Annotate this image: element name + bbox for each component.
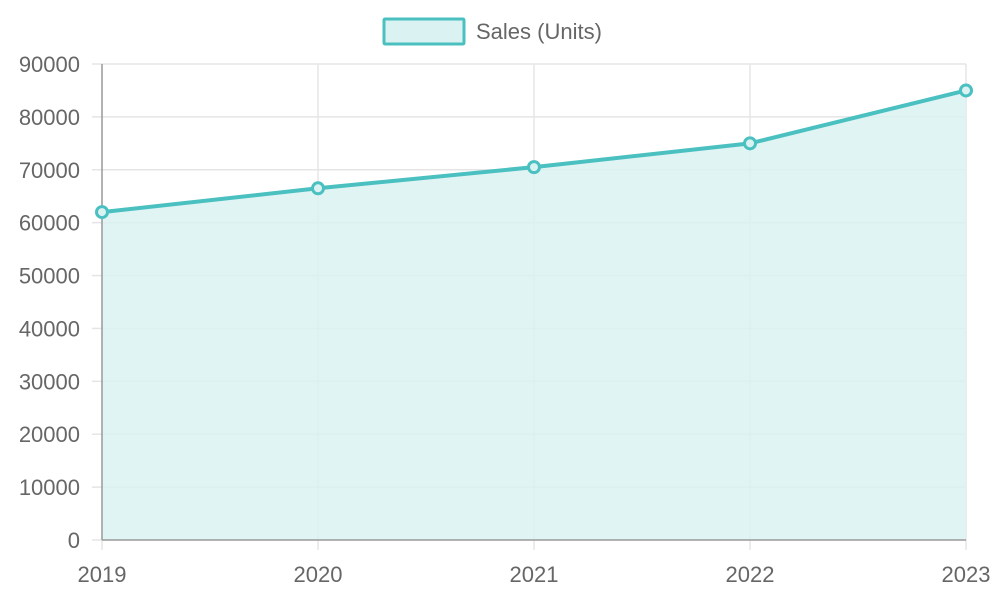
data-point-2021[interactable] [527, 160, 541, 175]
y-tick-label: 70000 [19, 158, 80, 183]
data-point-2022[interactable] [743, 136, 757, 151]
data-point-2023[interactable] [959, 83, 973, 98]
data-point-2019[interactable] [95, 205, 109, 220]
area-layer [102, 90, 966, 540]
y-tick-label: 0 [68, 528, 80, 553]
legend-swatch[interactable] [382, 17, 466, 46]
series-area-fill [102, 90, 966, 540]
y-tick-label: 50000 [19, 264, 80, 289]
x-tick-label: 2023 [942, 562, 991, 587]
y-tick-label: 20000 [19, 422, 80, 447]
x-tick-label: 2021 [510, 562, 559, 587]
x-tick-labels: 2019 2020 2021 2022 2023 [78, 562, 991, 587]
y-tick-label: 30000 [19, 369, 80, 394]
y-tick-label: 90000 [19, 52, 80, 77]
y-tick-label: 60000 [19, 211, 80, 236]
legend[interactable]: Sales (Units) [382, 17, 602, 46]
y-tick-label: 40000 [19, 316, 80, 341]
x-tick-label: 2020 [294, 562, 343, 587]
points-layer [95, 83, 973, 220]
axis-layer [101, 64, 966, 541]
legend-label[interactable]: Sales (Units) [476, 19, 602, 44]
x-tick-label: 2019 [78, 562, 127, 587]
y-tick-label: 10000 [19, 475, 80, 500]
x-tick-label: 2022 [726, 562, 775, 587]
y-tick-label: 80000 [19, 105, 80, 130]
y-tick-labels: 0 10000 20000 30000 40000 50000 60000 70000 8000… [19, 52, 80, 553]
data-point-2020[interactable] [311, 181, 325, 196]
